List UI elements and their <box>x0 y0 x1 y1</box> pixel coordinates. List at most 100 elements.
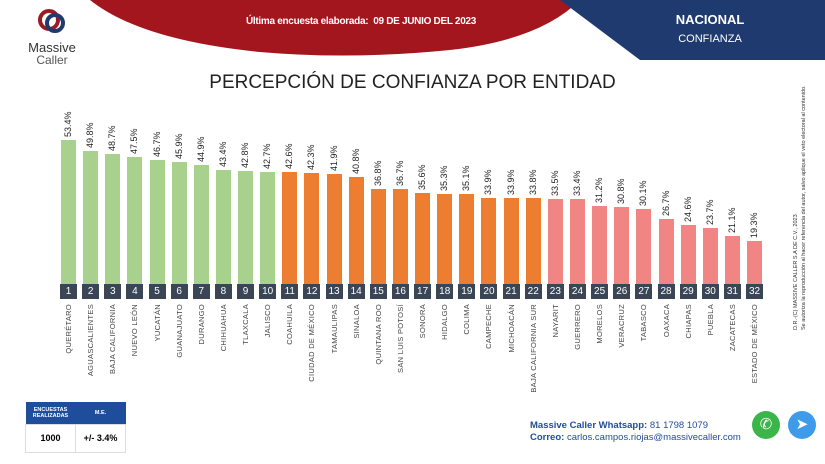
bar <box>636 208 652 298</box>
rank-box: 13 <box>325 284 343 299</box>
logo-text: Caller <box>36 53 68 67</box>
rank-box: 26 <box>613 284 631 299</box>
rank-box: 9 <box>237 284 255 299</box>
value-label: 42.8% <box>240 142 251 169</box>
value-label: 43.4% <box>217 141 228 167</box>
value-label: 35.6% <box>417 164 428 190</box>
state-label: ESTADO DE MÉXICO <box>750 304 760 384</box>
state-label: NAYARIT <box>550 304 560 338</box>
rank-box: 6 <box>170 284 188 299</box>
value-label: 33.9% <box>483 169 494 195</box>
bar <box>437 193 453 298</box>
state-label: TAMAULIPAS <box>329 304 339 354</box>
value-label: 26.7% <box>660 190 671 216</box>
value-label: 35.3% <box>439 164 450 191</box>
logo-icon <box>38 9 65 33</box>
bar <box>724 235 740 298</box>
state-label: GUANAJUATO <box>174 304 184 358</box>
value-label: 33.8% <box>527 169 538 195</box>
bar <box>680 225 696 298</box>
value-label: 36.7% <box>394 160 405 187</box>
value-label: 48.7% <box>107 125 118 151</box>
state-label: CAMPECHE <box>484 304 494 349</box>
bar <box>459 194 475 298</box>
email-link[interactable]: carlos.campos.riojas@massivecaller.com <box>566 432 741 443</box>
contact-info: Massive Caller Whatsapp: 81 1798 1079 Co… <box>530 420 741 443</box>
rank-box: 3 <box>104 284 122 299</box>
value-label: 30.1% <box>638 180 649 206</box>
rank-box: 5 <box>148 284 166 299</box>
bar <box>260 171 276 298</box>
copyright: D.R.-(C) MASSIVE CALLER S.A DE C.V., 202… <box>793 85 807 330</box>
rank-box: 31 <box>723 284 741 299</box>
logo: Massive Caller <box>24 8 80 66</box>
rank-box: 29 <box>679 284 697 299</box>
bar <box>747 240 763 298</box>
state-label: OAXACA <box>661 304 671 338</box>
bar <box>348 177 364 298</box>
rank-box: 8 <box>214 284 232 299</box>
state-label: QUINTANA ROO <box>373 304 383 365</box>
rank-box: 4 <box>126 284 144 299</box>
stats-value: 1000 <box>25 423 76 453</box>
state-label: TABASCO <box>639 304 649 342</box>
value-label: 41.9% <box>328 145 339 171</box>
value-label: 44.9% <box>195 136 206 163</box>
value-label: 19.3% <box>749 212 760 238</box>
state-label: QUERÉTARO <box>64 304 73 354</box>
bar <box>326 173 342 298</box>
value-label: 42.3% <box>306 144 317 170</box>
rank-box: 18 <box>436 284 454 299</box>
value-label: 33.4% <box>571 170 582 197</box>
rank-box: 16 <box>391 284 409 299</box>
value-label: 46.7% <box>151 131 162 157</box>
value-label: 35.1% <box>461 165 472 192</box>
bar <box>614 206 630 298</box>
state-label: NUEVO LEÓN <box>130 304 140 357</box>
state-label: DURANGO <box>196 304 206 345</box>
bar <box>61 139 76 298</box>
value-label: 36.8% <box>372 160 383 187</box>
bar <box>127 157 143 298</box>
stats-header: M.E. <box>75 402 126 424</box>
rank-box: 17 <box>414 284 432 299</box>
value-label: 23.7% <box>704 199 715 225</box>
state-label: TLAXCALA <box>241 304 251 345</box>
survey-date: Última encuesta elaborada: 09 DE JUNIO D… <box>246 16 476 27</box>
rank-box: 15 <box>369 284 387 299</box>
value-label: 33.9% <box>505 169 516 195</box>
state-label: MICHOACÁN <box>506 304 516 353</box>
value-label: 47.5% <box>129 128 140 155</box>
value-label: 49.8% <box>85 122 96 148</box>
state-label: SONORA <box>418 304 428 339</box>
rank-box: 10 <box>259 284 277 299</box>
scope-badge: NACIONAL CONFIANZA <box>675 12 745 45</box>
rank-box: 27 <box>635 284 653 299</box>
bar <box>215 169 231 298</box>
state-label: BAJA CALIFORNIA <box>108 304 118 374</box>
state-label: ZACATECAS <box>727 304 737 352</box>
state-label: COAHUILA <box>285 304 295 345</box>
rank-box: 19 <box>458 284 476 299</box>
value-label: 24.6% <box>682 196 693 223</box>
bar <box>658 218 674 298</box>
header-banner <box>90 0 825 60</box>
state-label: PUEBLA <box>705 304 715 336</box>
rank-box: 20 <box>480 284 498 299</box>
rank-box: 25 <box>591 284 609 299</box>
stats-value: +/- 3.4% <box>75 423 126 453</box>
bar <box>503 197 519 298</box>
state-label: CHIAPAS <box>683 304 693 339</box>
whatsapp-icon[interactable]: ✆ <box>752 411 780 439</box>
rank-box: 2 <box>82 284 100 299</box>
bar <box>282 171 298 298</box>
bar <box>592 205 608 298</box>
telegram-icon[interactable]: ➤ <box>788 411 816 439</box>
whatsapp-number[interactable]: 81 1798 1079 <box>649 420 708 431</box>
bar <box>149 159 165 298</box>
value-label: 45.9% <box>173 133 184 160</box>
logo-text: Massive <box>28 40 76 55</box>
state-label: YUCATÁN <box>152 304 162 342</box>
state-label: CIUDAD DE MÉXICO <box>307 304 317 382</box>
state-label: SINALOA <box>351 304 361 339</box>
